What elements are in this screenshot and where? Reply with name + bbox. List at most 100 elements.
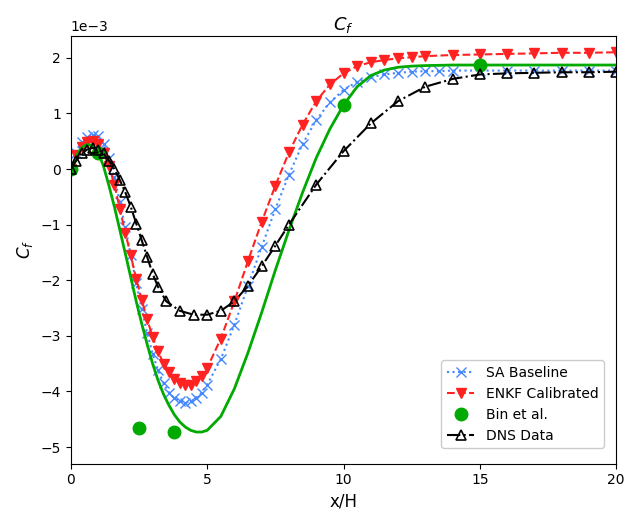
ENKF Calibrated: [165, 369, 173, 375]
DNS Data: [476, 72, 484, 78]
Line: ENKF Calibrated: ENKF Calibrated: [66, 47, 621, 390]
DNS Data: [340, 148, 348, 154]
SA Baseline: [312, 117, 320, 123]
Bin et al.: [171, 429, 179, 435]
SA Baseline: [285, 171, 293, 178]
SA Baseline: [394, 69, 402, 76]
DNS Data: [230, 298, 238, 305]
Line: Bin et al.: Bin et al.: [65, 59, 486, 438]
DNS Data: [105, 157, 113, 164]
DNS Data: [312, 181, 320, 188]
SA Baseline: [159, 380, 167, 386]
SA Baseline: [449, 67, 456, 74]
DNS Data: [394, 98, 402, 104]
DNS Data: [163, 298, 170, 305]
ENKF Calibrated: [100, 150, 108, 157]
DNS Data: [503, 70, 511, 76]
SA Baseline: [244, 282, 252, 289]
ENKF Calibrated: [230, 298, 238, 305]
DNS Data: [100, 150, 108, 157]
ENKF Calibrated: [89, 138, 97, 144]
ENKF Calibrated: [394, 55, 402, 62]
SA Baseline: [381, 72, 388, 78]
Bin et al.: [94, 150, 102, 157]
DNS Data: [127, 204, 134, 210]
ENKF Calibrated: [204, 365, 211, 371]
DNS Data: [122, 189, 129, 196]
Y-axis label: $C_f$: $C_f$: [15, 240, 35, 259]
DNS Data: [585, 69, 593, 75]
SA Baseline: [165, 389, 173, 396]
SA Baseline: [89, 132, 97, 138]
SA Baseline: [176, 398, 184, 404]
ENKF Calibrated: [612, 49, 620, 55]
ENKF Calibrated: [271, 183, 279, 189]
SA Baseline: [258, 244, 266, 250]
DNS Data: [78, 150, 86, 157]
ENKF Calibrated: [127, 252, 134, 258]
DNS Data: [154, 284, 162, 290]
DNS Data: [72, 157, 80, 164]
SA Baseline: [422, 68, 429, 74]
DNS Data: [285, 221, 293, 228]
SA Baseline: [78, 139, 86, 146]
DNS Data: [531, 69, 538, 76]
DNS Data: [422, 84, 429, 90]
ENKF Calibrated: [198, 373, 205, 379]
ENKF Calibrated: [449, 52, 456, 58]
DNS Data: [258, 263, 266, 269]
SA Baseline: [340, 87, 348, 93]
DNS Data: [217, 308, 225, 314]
SA Baseline: [217, 356, 225, 362]
ENKF Calibrated: [159, 360, 167, 367]
SA Baseline: [105, 155, 113, 161]
ENKF Calibrated: [408, 54, 415, 60]
ENKF Calibrated: [258, 219, 266, 225]
DNS Data: [89, 145, 97, 151]
ENKF Calibrated: [72, 152, 80, 158]
SA Baseline: [100, 141, 108, 147]
ENKF Calibrated: [83, 139, 91, 146]
Line: SA Baseline: SA Baseline: [66, 66, 621, 408]
Bin et al.: [67, 166, 75, 172]
ENKF Calibrated: [187, 381, 195, 388]
ENKF Calibrated: [353, 63, 361, 69]
ENKF Calibrated: [94, 141, 102, 147]
Bin et al.: [340, 102, 348, 108]
DNS Data: [94, 146, 102, 153]
ENKF Calibrated: [381, 57, 388, 63]
DNS Data: [148, 270, 156, 277]
DNS Data: [244, 282, 252, 289]
ENKF Calibrated: [367, 59, 374, 65]
SA Baseline: [127, 252, 134, 258]
ENKF Calibrated: [105, 163, 113, 169]
SA Baseline: [367, 74, 374, 80]
SA Baseline: [198, 389, 205, 396]
DNS Data: [138, 237, 145, 244]
ENKF Calibrated: [476, 52, 484, 58]
ENKF Calibrated: [326, 82, 333, 88]
DNS Data: [204, 311, 211, 318]
ENKF Calibrated: [312, 98, 320, 104]
SA Baseline: [612, 67, 620, 74]
SA Baseline: [193, 395, 200, 401]
SA Baseline: [204, 381, 211, 388]
DNS Data: [116, 177, 124, 183]
SA Baseline: [230, 321, 238, 328]
SA Baseline: [122, 224, 129, 230]
ENKF Calibrated: [148, 334, 156, 340]
SA Baseline: [558, 67, 566, 74]
SA Baseline: [138, 306, 145, 312]
SA Baseline: [299, 141, 307, 147]
DNS Data: [132, 220, 140, 227]
ENKF Calibrated: [78, 144, 86, 150]
DNS Data: [111, 166, 118, 172]
Bin et al.: [135, 424, 143, 431]
DNS Data: [189, 311, 197, 318]
ENKF Calibrated: [193, 378, 200, 385]
ENKF Calibrated: [171, 376, 179, 382]
ENKF Calibrated: [585, 49, 593, 56]
SA Baseline: [187, 398, 195, 404]
ENKF Calibrated: [244, 258, 252, 264]
DNS Data: [558, 69, 566, 75]
